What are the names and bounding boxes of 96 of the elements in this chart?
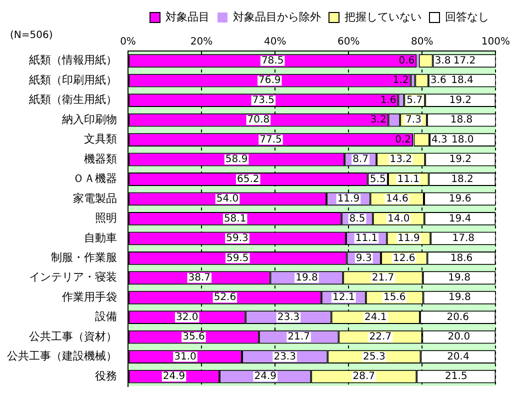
data-label: 52.6 bbox=[214, 292, 236, 304]
data-label: 21.7 bbox=[288, 332, 310, 343]
legend-label: 対象品目 bbox=[166, 10, 210, 24]
data-label: 21.5 bbox=[445, 371, 468, 382]
y-tick-label: 照明 bbox=[95, 212, 117, 225]
legend-label: 対象品目から除外 bbox=[233, 10, 321, 24]
data-label: 24.1 bbox=[364, 312, 387, 323]
x-tick-label: 20% bbox=[190, 36, 213, 48]
data-label: 15.6 bbox=[383, 292, 406, 304]
y-tick-label: 制服・作業服 bbox=[51, 251, 117, 264]
data-label: 8.7 bbox=[352, 154, 369, 166]
y-tick-label: 納入印刷物 bbox=[62, 112, 117, 126]
data-label: 1.2 bbox=[392, 75, 409, 86]
data-label: 11.9 bbox=[398, 233, 420, 244]
data-label: 4.3 bbox=[432, 134, 448, 146]
data-label: 9.3 bbox=[356, 252, 372, 264]
y-tick-label: 紙類（情報用紙） bbox=[29, 54, 117, 67]
data-label: 3.2 bbox=[370, 114, 386, 126]
data-label: 8.5 bbox=[349, 213, 366, 224]
data-label: 22.7 bbox=[369, 332, 392, 343]
data-label: 58.9 bbox=[225, 154, 248, 166]
y-tick-label: 自動車 bbox=[84, 231, 117, 244]
x-tick-label: 0% bbox=[120, 36, 136, 48]
data-label: 7.3 bbox=[406, 114, 422, 126]
data-label: 65.2 bbox=[236, 174, 260, 185]
y-tick-label: インテリア・寝装 bbox=[29, 270, 117, 284]
x-tick-label: 100% bbox=[481, 36, 510, 48]
data-label: 59.3 bbox=[226, 233, 248, 244]
data-label: 77.5 bbox=[260, 134, 282, 146]
data-label: 78.5 bbox=[261, 55, 284, 66]
x-tick-label: 40% bbox=[264, 36, 286, 48]
data-label: 12.1 bbox=[332, 292, 355, 304]
data-label: 18.6 bbox=[450, 252, 473, 264]
y-tick-label: ＯＡ機器 bbox=[73, 172, 117, 186]
data-label: 19.8 bbox=[448, 292, 471, 304]
data-label: 18.2 bbox=[451, 174, 474, 185]
text: (N=506) bbox=[10, 30, 53, 41]
y-tick-label: 作業用手袋 bbox=[61, 290, 117, 304]
y-tick-label: 公共工事（資材） bbox=[29, 330, 117, 343]
y-tick-label: 公共工事（建設機械） bbox=[7, 350, 117, 363]
data-label: 19.4 bbox=[448, 213, 472, 224]
y-tick-label: 紙類（印刷用紙） bbox=[29, 73, 117, 86]
data-label: 73.5 bbox=[252, 94, 275, 106]
data-label: 31.0 bbox=[174, 351, 196, 362]
data-label: 70.8 bbox=[247, 114, 270, 126]
data-label: 32.0 bbox=[176, 312, 198, 323]
data-label: 23.3 bbox=[274, 351, 296, 362]
data-label: 3.6 bbox=[430, 75, 446, 86]
data-label: 20.0 bbox=[448, 332, 470, 343]
data-label: 14.6 bbox=[386, 194, 408, 205]
y-tick-label: 文具類 bbox=[84, 132, 117, 146]
data-label: 25.3 bbox=[363, 351, 386, 362]
legend-label: 把握していない bbox=[344, 10, 422, 24]
data-label: 59.5 bbox=[226, 252, 249, 264]
legend-label: 回答なし bbox=[445, 10, 489, 24]
data-label: 21.7 bbox=[372, 272, 394, 284]
data-label: 3.8 bbox=[434, 55, 451, 66]
y-tick-label: 設備 bbox=[95, 310, 117, 324]
data-label: 20.4 bbox=[447, 351, 470, 362]
data-label: 38.7 bbox=[188, 272, 211, 284]
data-label: 19.8 bbox=[448, 272, 470, 284]
data-label: 58.1 bbox=[224, 213, 246, 224]
data-label: 18.8 bbox=[450, 114, 473, 126]
data-label: 24.9 bbox=[162, 371, 186, 382]
data-label: 11.1 bbox=[397, 174, 420, 185]
data-label: 23.3 bbox=[277, 312, 300, 323]
data-label: 19.8 bbox=[296, 272, 318, 284]
data-label: 13.2 bbox=[390, 154, 412, 166]
data-label: 20.6 bbox=[446, 312, 469, 323]
data-label: 1.6 bbox=[380, 94, 396, 106]
data-label: 28.7 bbox=[352, 371, 376, 382]
data-label: 18.4 bbox=[451, 75, 474, 86]
y-tick-label: 紙類（衛生用紙） bbox=[29, 93, 117, 106]
y-tick-label: 家電製品 bbox=[73, 192, 117, 205]
data-label: 19.2 bbox=[449, 154, 472, 166]
y-tick-label: 機器類 bbox=[84, 152, 117, 166]
data-label: 17.8 bbox=[452, 233, 474, 244]
data-label: 11.1 bbox=[355, 233, 378, 244]
data-label: 0.2 bbox=[395, 134, 411, 146]
data-label: 76.9 bbox=[258, 75, 281, 86]
data-label: 12.6 bbox=[393, 252, 416, 264]
data-label: 54.0 bbox=[216, 194, 239, 205]
data-label: 14.0 bbox=[388, 213, 410, 224]
data-label: 24.9 bbox=[254, 371, 276, 382]
data-label: 19.6 bbox=[448, 194, 472, 205]
data-label: 17.2 bbox=[453, 55, 476, 66]
x-tick-label: 80% bbox=[411, 36, 434, 48]
data-label: 5.7 bbox=[406, 94, 423, 106]
y-tick-label: 役務 bbox=[95, 369, 117, 382]
data-label: 5.5 bbox=[370, 174, 386, 185]
data-label: 18.0 bbox=[451, 134, 474, 146]
data-label: 11.9 bbox=[337, 194, 360, 205]
data-label: 0.6 bbox=[398, 55, 415, 66]
data-label: 19.2 bbox=[449, 94, 472, 106]
x-tick-label: 60% bbox=[338, 36, 360, 48]
data-label: 35.6 bbox=[182, 332, 205, 343]
